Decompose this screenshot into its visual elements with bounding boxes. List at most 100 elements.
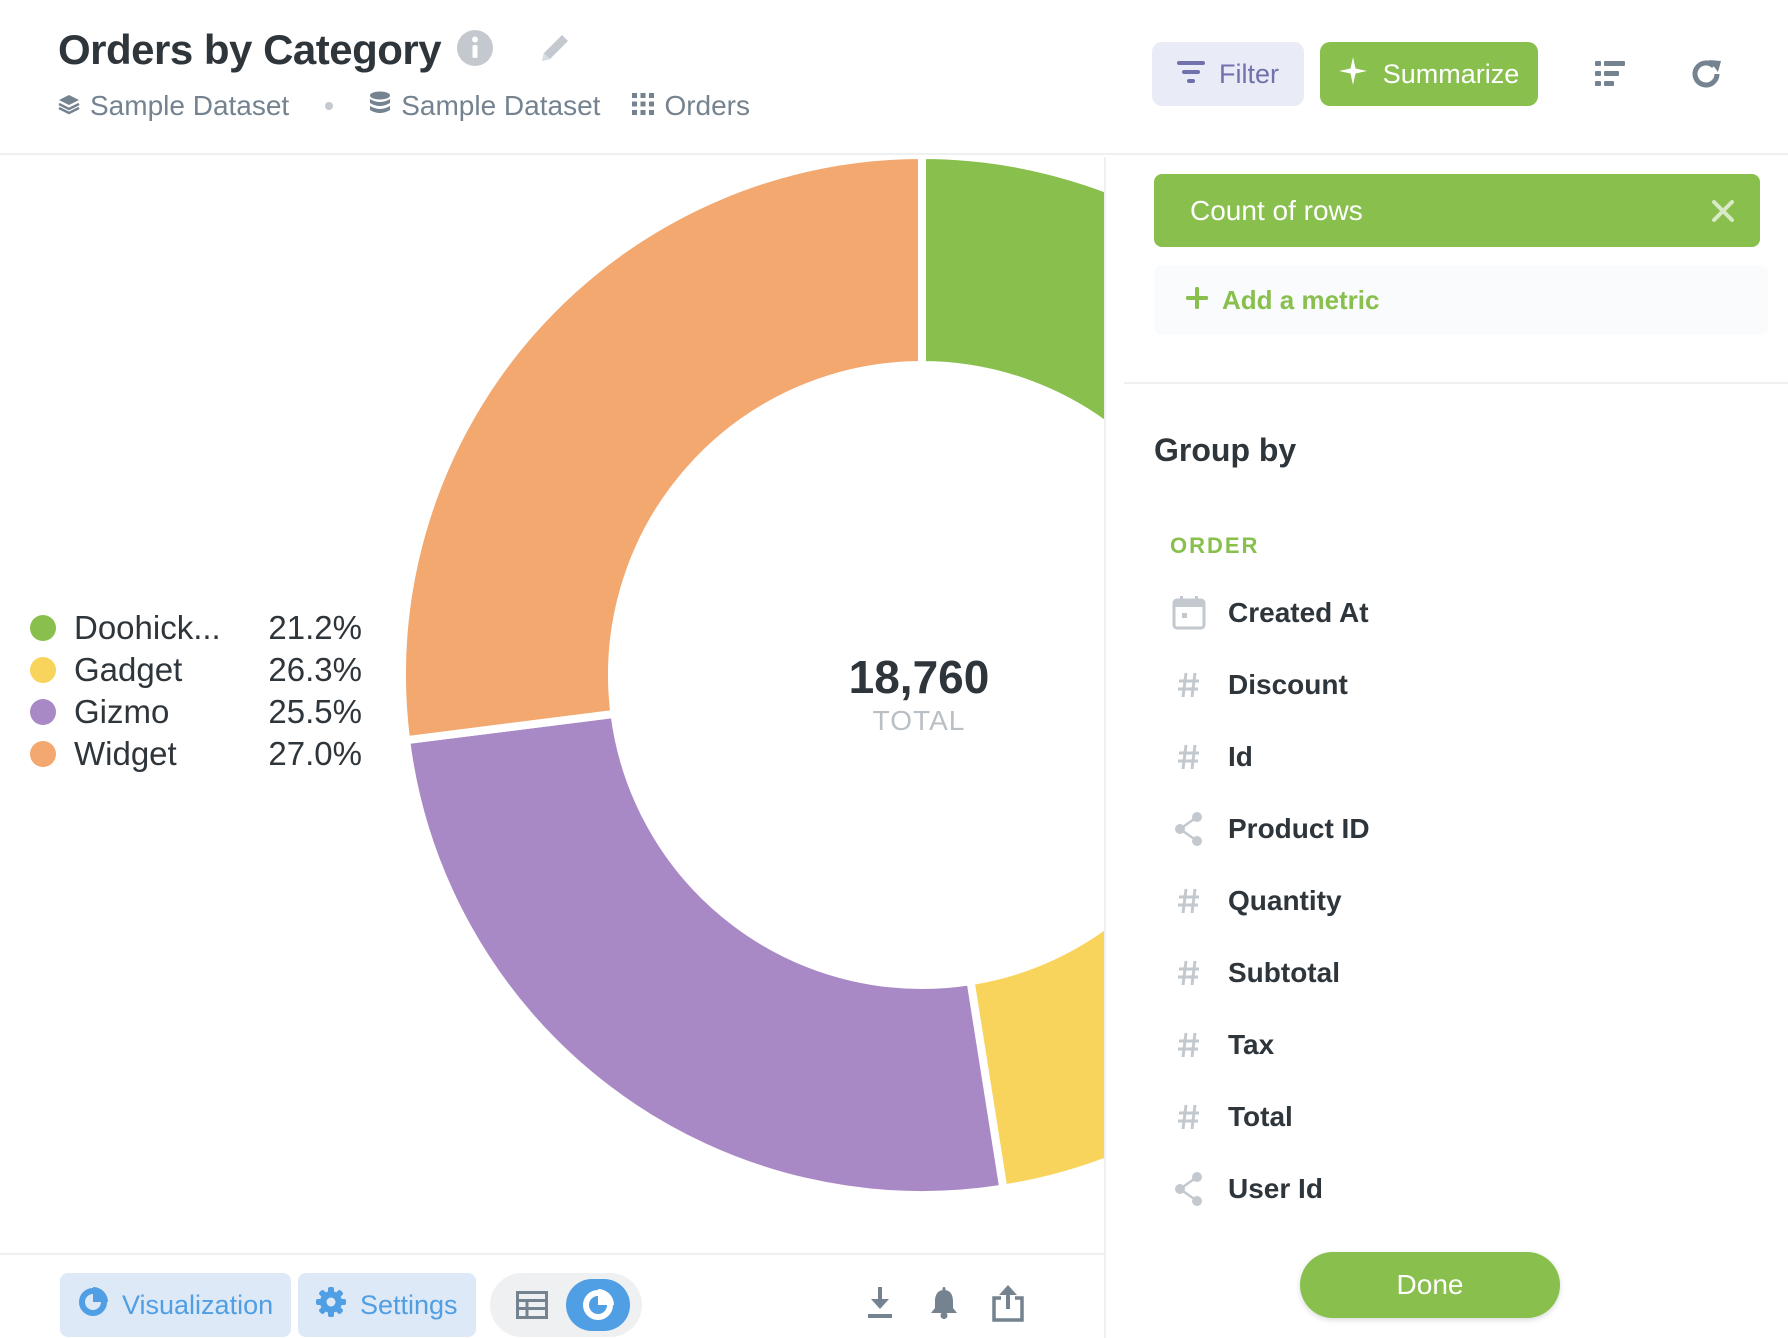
page-title: Orders by Category <box>58 26 442 73</box>
add-metric-button[interactable]: Add a metric <box>1154 265 1768 335</box>
plus-icon <box>1186 285 1208 316</box>
download-icon[interactable] <box>858 1281 902 1325</box>
donut-slice-doohickey[interactable] <box>918 157 1104 602</box>
legend-color-dot <box>30 615 56 641</box>
close-icon[interactable] <box>1708 196 1738 226</box>
group-by-field-label: Product ID <box>1228 813 1370 844</box>
group-by-field[interactable]: Id <box>1170 721 1370 793</box>
group-by-field-label: Quantity <box>1228 885 1342 916</box>
group-by-title: Group by <box>1154 432 1297 468</box>
legend-color-dot <box>30 699 56 725</box>
done-button[interactable]: Done <box>1300 1252 1560 1318</box>
group-by-field-list: Created At Discount Id Product ID Quantity Su… <box>1170 577 1370 1225</box>
metric-label: Count of rows <box>1190 194 1363 226</box>
summarize-button-label: Summarize <box>1382 58 1520 89</box>
filter-icon <box>1177 59 1205 90</box>
visualization-button-label: Visualization <box>122 1289 274 1320</box>
legend-color-dot <box>30 657 56 683</box>
legend-item[interactable]: Gadget 26.3% <box>30 649 362 691</box>
chart-legend: Doohick... 21.2% Gadget 26.3% Gizmo 25.5% Widg… <box>30 607 362 775</box>
display-toggle[interactable] <box>490 1273 642 1337</box>
breadcrumb-separator <box>325 102 334 110</box>
metric-pill[interactable]: Count of rows <box>1154 174 1760 247</box>
legend-label: Gadget <box>74 651 183 688</box>
summarize-sidebar: Count of rows Add a metric Group by ORDE… <box>1106 157 1788 1338</box>
group-by-field-label: Total <box>1228 1101 1293 1132</box>
summarize-button[interactable]: Summarize <box>1320 42 1538 106</box>
refresh-icon[interactable] <box>1684 52 1728 96</box>
visualization-button[interactable]: Visualization <box>60 1273 292 1337</box>
pie-chart-icon <box>78 1286 108 1324</box>
legend-label: Gizmo <box>74 693 170 730</box>
breadcrumb-collection[interactable]: Sample Dataset <box>58 90 289 122</box>
group-by-field-label: Subtotal <box>1228 957 1340 988</box>
legend-percent: 25.5% <box>268 693 362 730</box>
gear-icon <box>316 1286 346 1324</box>
view-list-icon[interactable] <box>1588 52 1632 96</box>
legend-percent: 26.3% <box>268 651 362 688</box>
panel-divider <box>1104 157 1106 1338</box>
group-by-field[interactable]: Tax <box>1170 1009 1370 1081</box>
group-by-field[interactable]: User Id <box>1170 1153 1370 1225</box>
donut-total-value: 18,760 <box>848 651 990 703</box>
database-icon <box>369 90 391 122</box>
share-icon[interactable] <box>986 1281 1030 1325</box>
group-by-field[interactable]: Discount <box>1170 649 1370 721</box>
number-icon <box>1170 666 1208 704</box>
breadcrumb-table-label: Orders <box>664 90 751 121</box>
info-icon[interactable] <box>455 28 495 68</box>
query-footer: Visualization Settings <box>0 1253 1104 1338</box>
breadcrumb-database-label: Sample Dataset <box>401 90 601 121</box>
breadcrumb-table[interactable]: Orders <box>632 90 750 122</box>
legend-percent: 27.0% <box>268 735 362 772</box>
query-header: Orders by Category Sample Dataset Sample… <box>0 0 1788 155</box>
number-icon <box>1170 738 1208 776</box>
group-by-field[interactable]: Subtotal <box>1170 937 1370 1009</box>
donut-slice-gizmo[interactable] <box>401 709 1008 1199</box>
sidebar-divider <box>1124 382 1788 384</box>
legend-item[interactable]: Widget 27.0% <box>30 733 362 775</box>
group-by-field[interactable]: Total <box>1170 1081 1370 1153</box>
chart-view-icon[interactable] <box>566 1279 630 1331</box>
group-by-field-label: User Id <box>1228 1173 1323 1204</box>
visualization-area: Doohick... 21.2% Gadget 26.3% Gizmo 25.5% Widg… <box>0 157 1104 1253</box>
donut-slice-widget[interactable] <box>398 157 926 745</box>
legend-item[interactable]: Gizmo 25.5% <box>30 691 362 733</box>
filter-button-label: Filter <box>1219 58 1279 89</box>
donut-slice-gadget[interactable] <box>965 552 1104 1194</box>
sparkle-icon <box>1338 56 1367 92</box>
number-icon <box>1170 1026 1208 1064</box>
number-icon <box>1170 882 1208 920</box>
breadcrumb: Sample Dataset Sample Dataset Orders <box>58 90 750 122</box>
group-by-field-label: Tax <box>1228 1029 1275 1060</box>
donut-total-label: TOTAL <box>872 705 966 736</box>
settings-button[interactable]: Settings <box>298 1273 476 1337</box>
calendar-icon <box>1170 594 1208 632</box>
group-by-field[interactable]: Created At <box>1170 577 1370 649</box>
breadcrumb-database[interactable]: Sample Dataset <box>369 90 600 122</box>
pencil-icon[interactable] <box>535 28 575 68</box>
table-grid-icon <box>632 90 655 122</box>
number-icon <box>1170 954 1208 992</box>
bell-icon[interactable] <box>922 1281 966 1325</box>
settings-button-label: Settings <box>360 1289 458 1320</box>
number-icon <box>1170 1098 1208 1136</box>
table-view-icon[interactable] <box>504 1285 560 1325</box>
donut-chart <box>398 157 1104 1199</box>
group-by-field-label: Created At <box>1228 597 1369 628</box>
group-by-field[interactable]: Quantity <box>1170 865 1370 937</box>
group-section-label: ORDER <box>1170 533 1260 558</box>
add-metric-label: Add a metric <box>1222 284 1380 315</box>
filter-button[interactable]: Filter <box>1152 42 1304 106</box>
legend-percent: 21.2% <box>268 609 362 646</box>
group-by-field-label: Discount <box>1228 669 1348 700</box>
group-by-field[interactable]: Product ID <box>1170 793 1370 865</box>
legend-item[interactable]: Doohick... 21.2% <box>30 607 362 649</box>
group-by-field-label: Id <box>1228 741 1253 772</box>
breadcrumb-collection-label: Sample Dataset <box>90 90 290 121</box>
legend-color-dot <box>30 741 56 767</box>
legend-label: Widget <box>74 735 177 772</box>
connections-icon <box>1170 810 1208 848</box>
done-button-label: Done <box>1396 1269 1464 1300</box>
legend-label: Doohick... <box>74 609 221 646</box>
